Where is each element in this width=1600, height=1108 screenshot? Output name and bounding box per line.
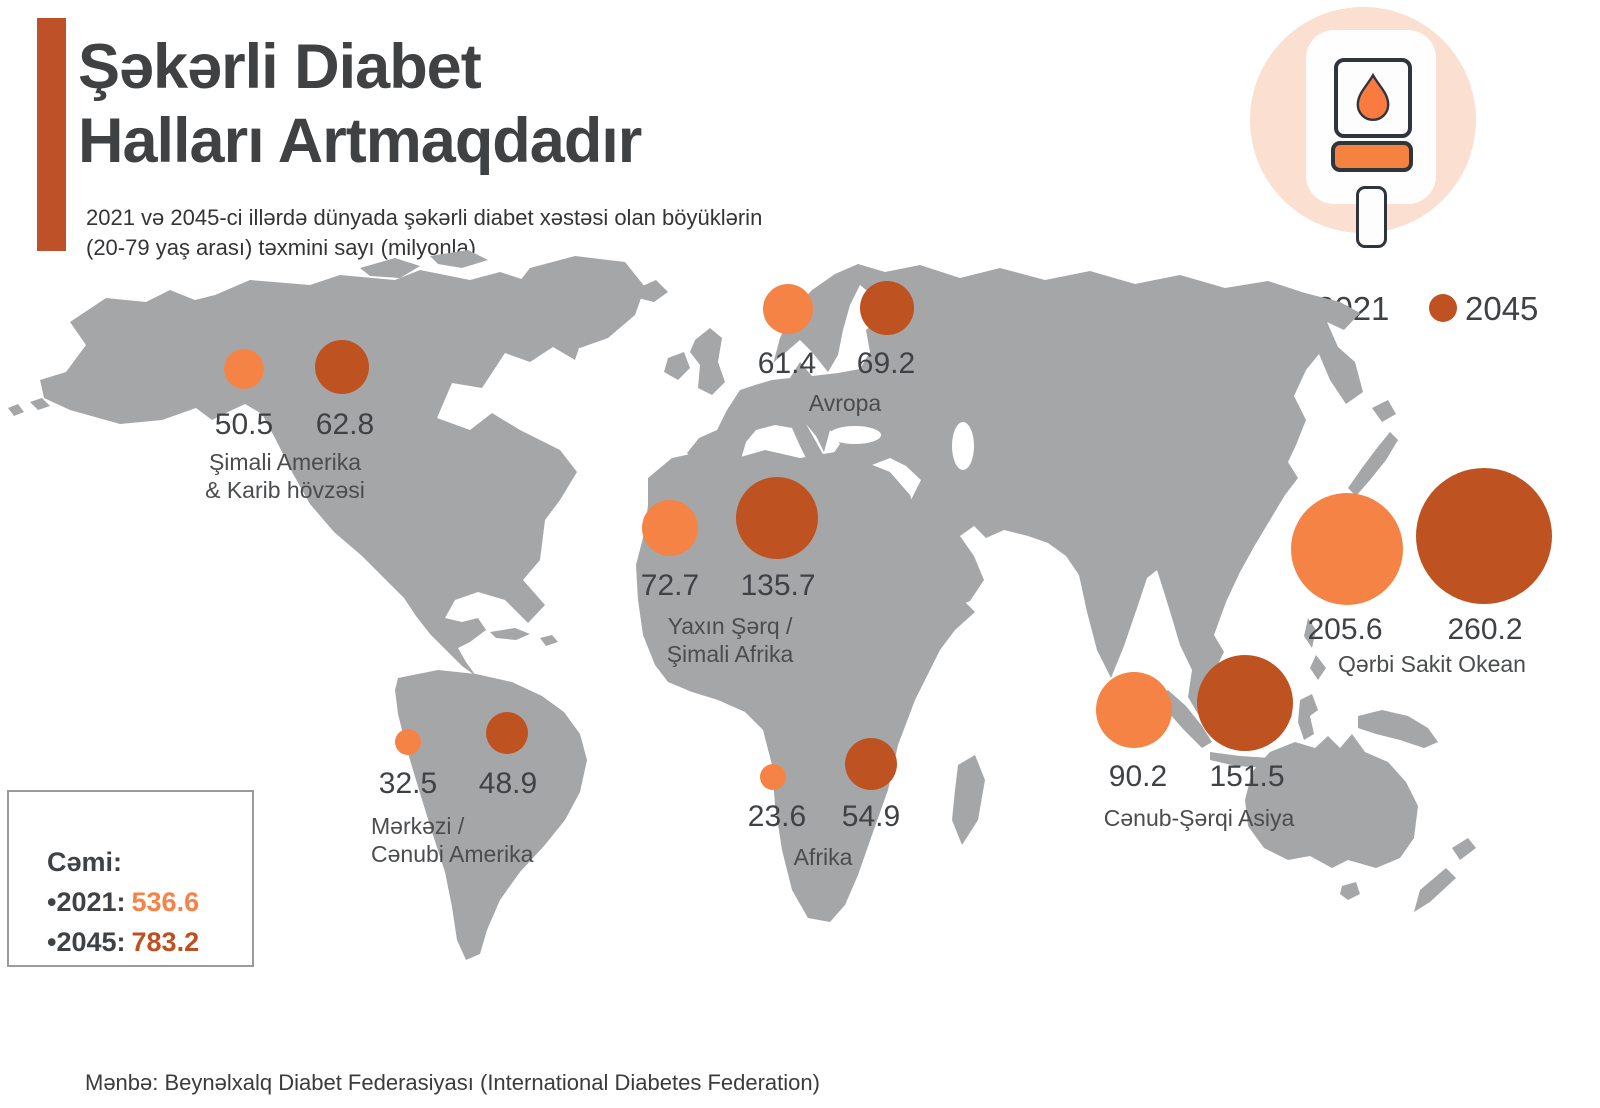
page-title: Şəkərli Diabet Halları Artmaqdadır — [78, 30, 642, 178]
value-2021: 50.5 — [214, 408, 274, 441]
map-south-america — [395, 670, 587, 960]
totals-2045-label: •2045: — [47, 927, 126, 957]
region-label: Afrika — [743, 843, 903, 871]
value-2045: 69.2 — [856, 347, 916, 380]
value-2045: 260.2 — [1447, 613, 1523, 646]
legend-label-2045: 2045 — [1465, 290, 1539, 327]
map-eurasia — [687, 264, 1363, 714]
region-label-line: Qərbi Sakit Okean — [1338, 651, 1526, 677]
totals-2045-line: •2045: 783.2 — [47, 922, 252, 962]
bubble-2045 — [860, 281, 914, 335]
title-line-2: Halları Artmaqdadır — [78, 106, 642, 176]
region-label: Avropa — [765, 389, 925, 417]
bubble-2045 — [486, 712, 528, 754]
world-map — [8, 250, 1476, 960]
bubble-2045 — [1416, 468, 1552, 604]
map-north-america — [40, 270, 585, 676]
region-label-line: Mərkəzi / — [371, 813, 465, 839]
totals-2045-value: 783.2 — [131, 927, 200, 957]
bubble-2045 — [1197, 655, 1293, 751]
bubble-2045 — [315, 340, 369, 394]
value-2021: 205.6 — [1307, 613, 1383, 646]
value-2045: 151.5 — [1209, 760, 1285, 793]
map-africa — [636, 450, 975, 922]
region-label: Yaxın Şərq / Şimali Afrika — [610, 612, 850, 668]
totals-2021-label: •2021: — [47, 887, 126, 917]
subtitle: 2021 və 2045-ci illərdə dünyada şəkərli … — [86, 203, 762, 263]
subtitle-line-2: (20-79 yaş arası) təxmini sayı (milyonla… — [86, 235, 477, 260]
region-label-line: Afrika — [793, 844, 853, 870]
value-2045: 54.9 — [841, 800, 901, 833]
value-2021: 72.7 — [640, 569, 700, 602]
bubble-2045 — [845, 738, 897, 790]
bubble-2021 — [760, 764, 786, 790]
source-note: Mənbə: Beynəlxalq Diabet Federasiyası (I… — [85, 1070, 820, 1095]
map-madagascar — [952, 755, 985, 845]
value-2021: 32.5 — [378, 767, 438, 800]
legend-dot-2045 — [1429, 294, 1457, 322]
value-2045: 48.9 — [478, 767, 538, 800]
value-2021: 23.6 — [747, 800, 807, 833]
region-label-line: Avropa — [808, 390, 882, 416]
value-2045: 135.7 — [740, 569, 816, 602]
value-2021: 90.2 — [1108, 760, 1168, 793]
totals-2021-line: •2021: 536.6 — [47, 882, 252, 922]
region-label-line: Cənubi Amerika — [371, 841, 534, 867]
bubble-2021 — [763, 284, 813, 334]
subtitle-line-1: 2021 və 2045-ci illərdə dünyada şəkərli … — [86, 205, 763, 230]
bubble-2045 — [736, 477, 818, 559]
map-australia — [1245, 734, 1418, 868]
region-label-line: Cənub-Şərqi Asiya — [1103, 805, 1295, 831]
blood-drop-icon — [1356, 73, 1390, 121]
bubble-2021 — [1096, 672, 1172, 748]
bubble-2021 — [224, 349, 264, 389]
bubble-2021 — [1291, 493, 1403, 605]
region-label: Qərbi Sakit Okean — [1312, 650, 1552, 678]
test-strip — [1356, 186, 1387, 248]
region-label-line: Şimali Amerika — [208, 449, 362, 475]
meter-button-bar — [1331, 141, 1413, 172]
value-2021: 61.4 — [757, 347, 817, 380]
meter-screen — [1334, 58, 1412, 138]
totals-heading: Cəmi: — [47, 847, 123, 877]
region-label: Şimali Amerika & Karib hövzəsi — [165, 448, 405, 504]
region-label-line: Yaxın Şərq / — [667, 613, 793, 639]
value-2045: 62.8 — [315, 408, 375, 441]
region-label: Mərkəzi / Cənubi Amerika — [371, 812, 601, 868]
region-label: Cənub-Şərqi Asiya — [1079, 804, 1319, 832]
title-line-1: Şəkərli Diabet — [78, 32, 482, 102]
bubble-2021 — [642, 500, 698, 556]
totals-box: Cəmi: •2021: 536.6 •2045: 783.2 — [7, 790, 254, 967]
map-greenland — [505, 256, 645, 348]
region-label-line: Şimali Afrika — [666, 641, 794, 667]
totals-2021-value: 536.6 — [131, 887, 200, 917]
accent-bar — [37, 18, 66, 251]
bubble-2021 — [395, 729, 421, 755]
region-label-line: & Karib hövzəsi — [205, 477, 365, 503]
